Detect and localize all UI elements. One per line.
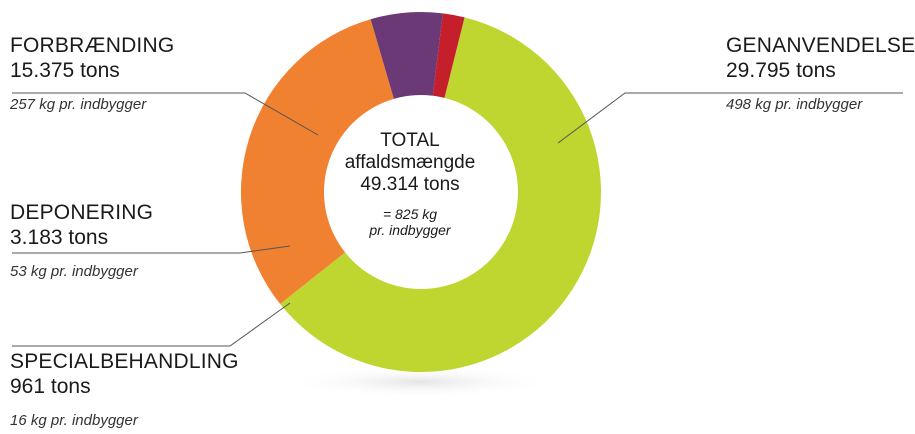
label-genanvendelse-per: 498 kg pr. indbygger bbox=[726, 96, 863, 114]
label-forbraending-per: 257 kg pr. indbygger bbox=[10, 96, 147, 114]
center-total-tons: 49.314 tons bbox=[360, 173, 460, 195]
center-per-capita-unit: pr. indbygger bbox=[369, 222, 451, 239]
label-genanvendelse: GENANVENDELSE 29.795 tons 498 kg pr. ind… bbox=[726, 34, 915, 114]
label-forbraending: FORBRÆNDING 15.375 tons 257 kg pr. indby… bbox=[10, 34, 174, 114]
label-specialbehandling-tons: 961 tons bbox=[10, 375, 91, 399]
label-deponering-per: 53 kg pr. indbygger bbox=[10, 263, 138, 281]
label-genanvendelse-tons: 29.795 tons bbox=[726, 59, 836, 83]
center-per-capita: = 825 kg pr. indbygger bbox=[330, 206, 490, 240]
label-specialbehandling: SPECIALBEHANDLING 961 tons 16 kg pr. ind… bbox=[10, 350, 239, 430]
leader-line-forbraending bbox=[12, 92, 319, 136]
donut-hole bbox=[324, 95, 518, 289]
label-deponering: DEPONERING 3.183 tons 53 kg pr. indbygge… bbox=[10, 201, 153, 281]
label-genanvendelse-name: GENANVENDELSE bbox=[726, 34, 915, 57]
center-total: TOTAL affaldsmængde 49.314 tons = 825 kg… bbox=[330, 130, 490, 239]
center-total-title: TOTAL bbox=[380, 130, 440, 151]
leader-line-genanvendelse bbox=[557, 92, 903, 144]
label-specialbehandling-name: SPECIALBEHANDLING bbox=[10, 350, 239, 373]
label-forbraending-name: FORBRÆNDING bbox=[10, 34, 175, 57]
label-forbraending-tons: 15.375 tons bbox=[10, 59, 120, 83]
leader-line-special bbox=[12, 302, 291, 347]
label-deponering-tons: 3.183 tons bbox=[10, 226, 109, 250]
chart-shadow bbox=[285, 366, 555, 398]
label-specialbehandling-per: 16 kg pr. indbygger bbox=[10, 412, 138, 430]
leader-line-deponering bbox=[12, 245, 291, 254]
label-deponering-name: DEPONERING bbox=[10, 201, 154, 224]
center-per-capita-value: = 825 kg bbox=[382, 205, 438, 222]
center-total-subtitle: affaldsmængde bbox=[344, 151, 476, 173]
